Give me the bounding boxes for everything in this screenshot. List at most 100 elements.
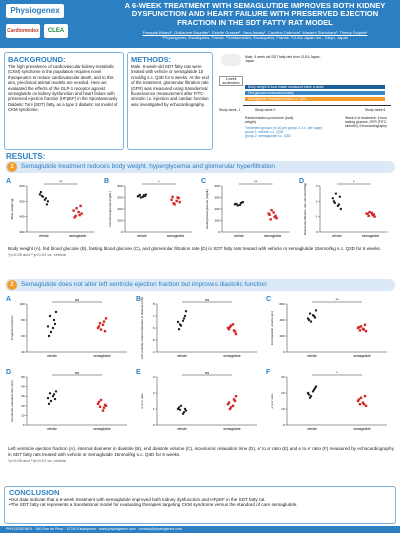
y-tick-label: 500	[19, 199, 24, 203]
data-point	[78, 213, 81, 217]
y-tick-label: 1	[315, 215, 317, 219]
data-point	[103, 403, 107, 407]
bar: Semaglutide treatment period s.c. Q3D	[245, 97, 385, 101]
panel: D Isovolumic relaxation time (ms) 0 10 20 30 4…	[6, 369, 127, 431]
data-point	[307, 318, 311, 322]
data-point	[54, 310, 58, 314]
data-point	[357, 326, 361, 329]
data-point	[313, 387, 317, 390]
partner-logo: Cardiomedex	[6, 24, 40, 38]
methods-box: METHODS: Male, 6-week-old SDT fatty rats…	[127, 52, 213, 150]
data-point	[169, 198, 173, 201]
data-point	[358, 403, 362, 406]
conclusion-box: CONCLUSION •Our data indicate that a 6-w…	[4, 486, 396, 524]
x-tick-label: vehicle	[177, 427, 187, 431]
data-point	[79, 204, 82, 208]
y-tick-label: 400	[19, 215, 24, 219]
y-tick-label: 0	[283, 423, 285, 427]
note: *p<0.05 and **p<0.01 vs. vehicle	[8, 457, 67, 463]
data-point	[96, 326, 100, 330]
y-tick-label: 6	[153, 326, 155, 330]
y-tick-label: 200	[117, 219, 122, 223]
significance: **	[254, 179, 258, 184]
text: The high prevalence of cardiovascular-ki…	[8, 64, 118, 113]
y-tick-label: 600	[279, 302, 284, 306]
caption: Body weight (A), fed blood glucose (B), …	[8, 246, 394, 258]
panel: C End diastolic volume (µL) 0 200 400 600 vehi…	[266, 296, 387, 358]
data-point	[73, 216, 76, 219]
data-point	[233, 399, 237, 403]
data-point	[46, 200, 50, 203]
data-point	[182, 317, 186, 320]
data-point	[178, 323, 182, 326]
data-point	[309, 320, 313, 323]
x-tick-label: vehicle	[136, 234, 146, 238]
background-box: BACKGROUND: The high prevalence of cardi…	[4, 52, 124, 150]
data-point	[77, 210, 80, 214]
x-tick-label: semaglutide	[362, 234, 379, 238]
data-point	[49, 399, 53, 403]
panel: B Fed blood glucose (mg/dL) 0 200 400 600 800 v…	[104, 178, 192, 238]
y-axis-label: e' to a' ratio	[140, 393, 144, 409]
week: Study week 6	[365, 108, 386, 112]
heading: BACKGROUND:	[8, 55, 66, 64]
x-tick-label: semaglutide	[353, 427, 370, 431]
data-point	[359, 325, 363, 328]
y-tick-label: 50	[21, 375, 25, 379]
x-tick-label: semaglutide	[223, 427, 240, 431]
y-tick-label: 10	[281, 407, 285, 411]
affiliations: ¹Physiogenex, Escalquens, France. ²Cardi…	[162, 35, 348, 40]
panel-letter: D	[299, 178, 304, 185]
y-tick-label: 600	[117, 196, 122, 200]
data-point	[181, 412, 185, 415]
data-point	[183, 314, 187, 318]
authors: François Briand¹, Guillaume Bourdier¹, E…	[112, 30, 398, 40]
note: *p<0.05 and **p<0.01 vs. vehicle	[8, 251, 67, 257]
significance: *	[336, 370, 338, 375]
data-point	[184, 310, 188, 313]
data-point	[228, 407, 232, 411]
data-point	[52, 393, 56, 396]
x-tick-label: vehicle	[307, 427, 317, 431]
data-point	[48, 392, 52, 395]
timeline	[243, 105, 391, 106]
data-point	[275, 217, 278, 220]
y-tick-label: 300	[214, 196, 219, 200]
y-tick-label: 0	[315, 230, 317, 234]
y-tick-label: 0	[283, 350, 285, 354]
y-tick-label: 400	[214, 184, 219, 188]
y-tick-label: 3	[153, 375, 155, 379]
data-point	[46, 396, 50, 400]
y-tick-label: 5	[153, 338, 155, 342]
caption-text: Body weight (A), fed blood glucose (B), …	[8, 246, 381, 251]
data-point	[38, 193, 42, 196]
header: Physiogenex Cardiomedex CLEA A 6-WEEK TR…	[0, 0, 400, 48]
panel-letter: B	[104, 178, 109, 185]
data-point	[365, 212, 369, 215]
data-point	[363, 323, 367, 326]
logo: Physiogenex	[6, 4, 64, 18]
y-tick-label: 200	[279, 334, 284, 338]
author-list: François Briand¹, Guillaume Bourdier¹, E…	[142, 30, 368, 35]
data-point	[97, 325, 101, 328]
section-text: Semaglutide does not alter left ventricl…	[21, 281, 267, 288]
data-point	[361, 327, 365, 330]
data-point	[171, 202, 175, 205]
data-point	[361, 401, 365, 404]
x-tick-label: vehicle	[47, 354, 57, 358]
data-point	[364, 330, 368, 333]
y-tick-label: 3	[315, 184, 317, 188]
data-point	[177, 328, 181, 331]
data-point	[233, 330, 237, 333]
data-point	[46, 325, 50, 328]
panel: Ee' to a' ratio 0 1 2 3 vehicle semaglutide ns	[136, 369, 257, 431]
data-point	[98, 322, 102, 325]
significance: **	[335, 297, 339, 302]
data-point	[367, 210, 371, 214]
data-point	[334, 192, 337, 195]
y-axis-label: Isovolumic relaxation time (ms)	[10, 380, 14, 421]
section-number: 2	[7, 280, 17, 290]
y-tick-label: 400	[117, 207, 122, 211]
data-point	[229, 406, 233, 409]
